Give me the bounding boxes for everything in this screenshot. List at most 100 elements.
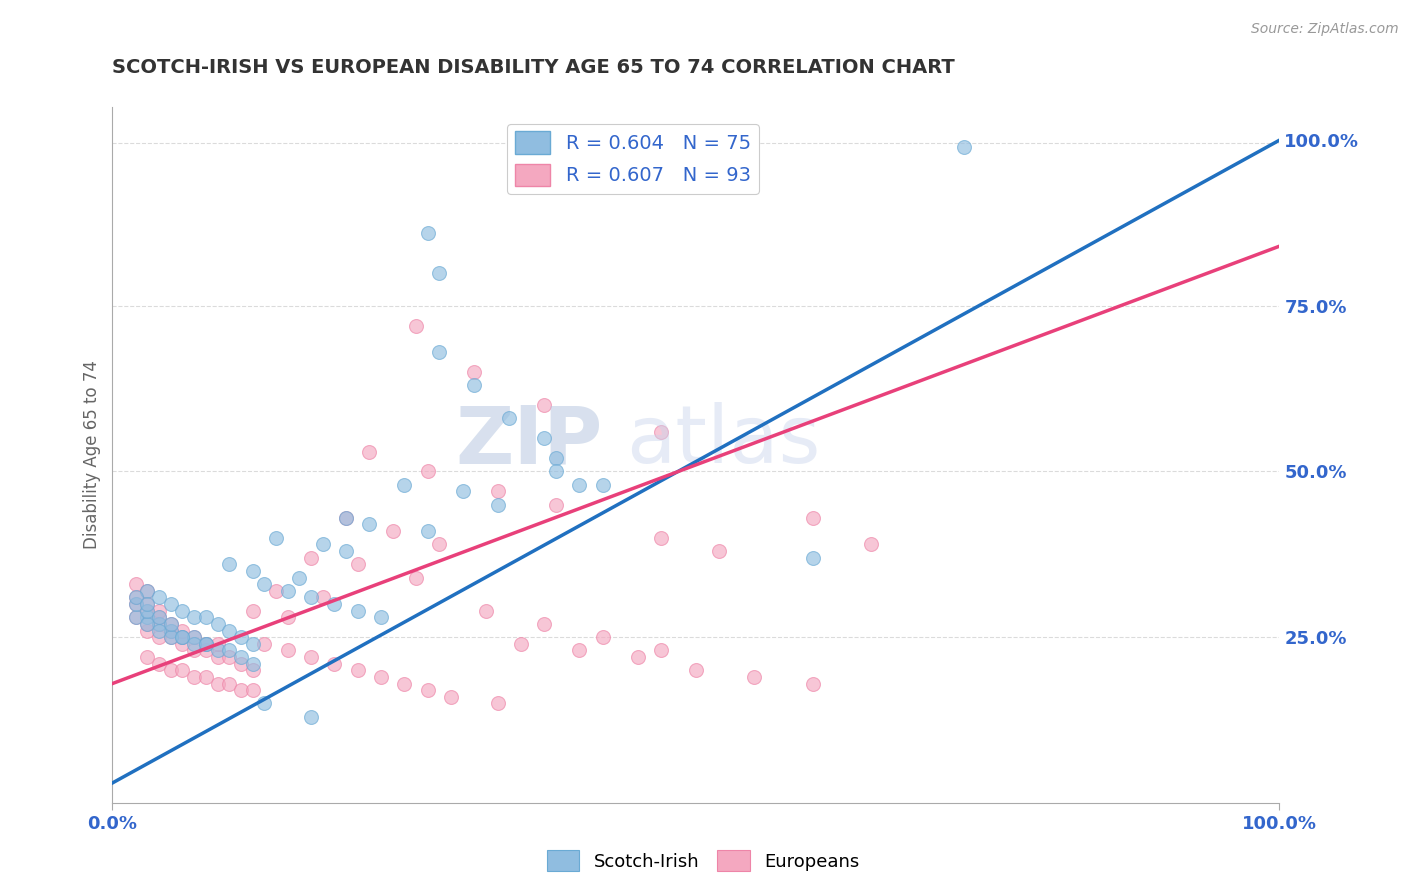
- Point: [509, 637, 531, 651]
- Point: [568, 643, 591, 657]
- Point: [218, 643, 240, 657]
- Point: [451, 484, 474, 499]
- Point: [148, 591, 170, 605]
- Point: [136, 624, 159, 638]
- Point: [709, 544, 731, 558]
- Point: [650, 140, 672, 154]
- Point: [136, 583, 159, 598]
- Point: [276, 583, 298, 598]
- Point: [427, 266, 450, 280]
- Point: [229, 683, 252, 698]
- Point: [311, 591, 333, 605]
- Point: [183, 630, 205, 644]
- Point: [136, 616, 159, 631]
- Point: [650, 425, 672, 439]
- Point: [160, 630, 183, 644]
- Point: [229, 630, 252, 644]
- Point: [207, 676, 229, 690]
- Point: [299, 650, 322, 665]
- Point: [183, 637, 205, 651]
- Point: [160, 630, 183, 644]
- Point: [392, 676, 416, 690]
- Point: [405, 570, 427, 584]
- Point: [801, 676, 824, 690]
- Point: [335, 544, 357, 558]
- Point: [194, 670, 217, 684]
- Point: [288, 570, 311, 584]
- Point: [359, 444, 381, 458]
- Point: [242, 637, 264, 651]
- Point: [136, 650, 159, 665]
- Point: [172, 604, 194, 618]
- Point: [125, 577, 148, 591]
- Point: [160, 616, 183, 631]
- Point: [276, 610, 298, 624]
- Point: [544, 498, 567, 512]
- Point: [346, 604, 368, 618]
- Point: [533, 616, 555, 631]
- Point: [194, 637, 217, 651]
- Point: [194, 643, 217, 657]
- Point: [370, 610, 392, 624]
- Point: [172, 624, 194, 638]
- Point: [486, 697, 509, 711]
- Point: [160, 597, 183, 611]
- Point: [148, 624, 170, 638]
- Point: [801, 550, 824, 565]
- Point: [346, 663, 368, 677]
- Point: [242, 657, 264, 671]
- Point: [953, 140, 976, 154]
- Point: [160, 624, 183, 638]
- Point: [720, 140, 742, 154]
- Point: [416, 226, 439, 240]
- Point: [242, 604, 264, 618]
- Point: [125, 591, 148, 605]
- Point: [392, 477, 416, 491]
- Point: [194, 637, 217, 651]
- Point: [264, 531, 287, 545]
- Point: [801, 511, 824, 525]
- Point: [650, 643, 672, 657]
- Point: [427, 345, 450, 359]
- Point: [218, 558, 240, 572]
- Point: [253, 637, 276, 651]
- Point: [207, 643, 229, 657]
- Point: [136, 604, 159, 618]
- Point: [533, 398, 555, 412]
- Point: [568, 477, 591, 491]
- Point: [742, 670, 765, 684]
- Point: [160, 624, 183, 638]
- Point: [673, 140, 696, 154]
- Point: [299, 591, 322, 605]
- Point: [475, 604, 498, 618]
- Point: [229, 657, 252, 671]
- Point: [498, 411, 520, 425]
- Point: [148, 616, 170, 631]
- Point: [592, 477, 614, 491]
- Point: [335, 511, 357, 525]
- Point: [486, 498, 509, 512]
- Point: [323, 657, 346, 671]
- Point: [136, 583, 159, 598]
- Point: [183, 670, 205, 684]
- Legend: Scotch-Irish, Europeans: Scotch-Irish, Europeans: [540, 843, 866, 879]
- Y-axis label: Disability Age 65 to 74: Disability Age 65 to 74: [83, 360, 101, 549]
- Point: [125, 597, 148, 611]
- Point: [148, 610, 170, 624]
- Point: [311, 537, 333, 551]
- Point: [172, 663, 194, 677]
- Point: [125, 610, 148, 624]
- Point: [544, 451, 567, 466]
- Point: [136, 616, 159, 631]
- Point: [427, 537, 450, 551]
- Point: [207, 650, 229, 665]
- Point: [148, 630, 170, 644]
- Point: [207, 637, 229, 651]
- Point: [416, 465, 439, 479]
- Point: [440, 690, 463, 704]
- Point: [650, 140, 672, 154]
- Point: [859, 537, 883, 551]
- Point: [242, 683, 264, 698]
- Point: [183, 610, 205, 624]
- Point: [650, 531, 672, 545]
